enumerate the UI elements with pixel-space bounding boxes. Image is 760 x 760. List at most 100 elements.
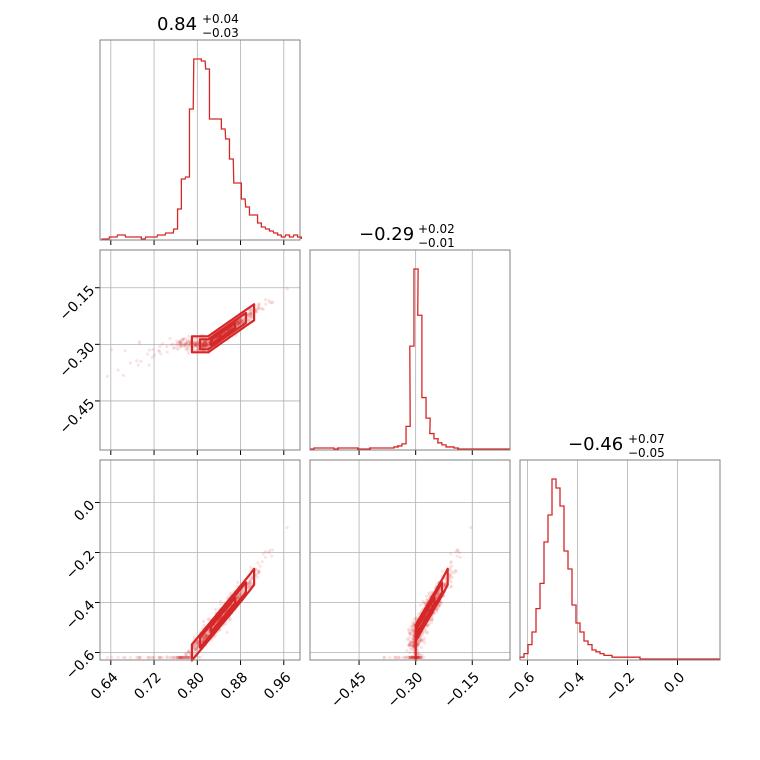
point-2-0 bbox=[270, 548, 275, 552]
point-2-0 bbox=[240, 589, 244, 594]
point-2-0 bbox=[257, 570, 261, 574]
point-2-1 bbox=[448, 578, 452, 582]
point-1-0 bbox=[239, 320, 244, 324]
point-1-0 bbox=[235, 322, 239, 326]
point-1-0 bbox=[203, 339, 207, 344]
point-2-0 bbox=[168, 655, 172, 660]
point-1-0 bbox=[186, 348, 190, 352]
point-2-0 bbox=[187, 655, 191, 660]
point-2-1 bbox=[416, 655, 420, 659]
point-2-0 bbox=[178, 655, 183, 660]
point-2-1 bbox=[415, 615, 419, 620]
point-2-1 bbox=[410, 654, 415, 659]
point-1-0 bbox=[205, 342, 210, 347]
point-2-1 bbox=[418, 655, 422, 660]
point-2-1 bbox=[410, 655, 414, 659]
point-2-0 bbox=[206, 631, 211, 635]
point-1-0 bbox=[180, 337, 185, 341]
point-1-0 bbox=[238, 318, 242, 322]
point-1-0 bbox=[240, 318, 244, 322]
point-2-1 bbox=[423, 641, 427, 645]
point-2-0 bbox=[206, 632, 210, 636]
point-2-0 bbox=[238, 592, 243, 596]
point-1-0 bbox=[257, 303, 261, 307]
point-2-0 bbox=[248, 578, 252, 582]
point-1-0 bbox=[157, 349, 162, 354]
point-2-0 bbox=[177, 655, 181, 660]
point-1-0 bbox=[159, 352, 163, 356]
point-2-0 bbox=[203, 636, 207, 640]
point-1-0 bbox=[195, 342, 200, 346]
point-2-0 bbox=[213, 607, 218, 612]
point-1-0 bbox=[184, 341, 188, 345]
contour-1-0-1 bbox=[198, 311, 247, 351]
contour-2-1-0 bbox=[414, 567, 449, 662]
point-2-0 bbox=[238, 593, 243, 597]
point-2-0 bbox=[257, 569, 261, 574]
point-2-0 bbox=[195, 646, 199, 651]
point-2-0 bbox=[183, 655, 187, 660]
point-2-1 bbox=[410, 643, 415, 647]
point-2-0 bbox=[160, 655, 165, 660]
title-minus-1: −0.01 bbox=[418, 236, 455, 250]
point-1-0 bbox=[258, 306, 262, 310]
point-2-1 bbox=[410, 655, 414, 659]
point-1-0 bbox=[157, 348, 161, 353]
ytick-label-2-0: −0.6 bbox=[63, 647, 98, 682]
point-1-0 bbox=[181, 337, 185, 341]
point-2-0 bbox=[257, 568, 261, 573]
point-2-0 bbox=[147, 655, 151, 660]
point-1-0 bbox=[150, 355, 154, 359]
point-1-0 bbox=[240, 319, 244, 323]
point-2-1 bbox=[411, 655, 415, 660]
point-1-0 bbox=[238, 321, 242, 325]
point-1-0 bbox=[194, 340, 198, 344]
point-2-0 bbox=[256, 575, 260, 579]
point-1-0 bbox=[250, 313, 254, 317]
point-2-1 bbox=[411, 622, 415, 626]
point-1-0 bbox=[200, 343, 205, 348]
point-2-0 bbox=[204, 633, 208, 637]
xtick-label-0-0: 0.64 bbox=[88, 669, 121, 702]
point-2-0 bbox=[137, 655, 142, 660]
point-1-0 bbox=[193, 343, 197, 347]
point-2-0 bbox=[193, 647, 197, 651]
point-1-0 bbox=[248, 308, 252, 312]
point-1-0 bbox=[236, 320, 240, 324]
point-2-0 bbox=[237, 594, 241, 598]
point-1-0 bbox=[165, 350, 169, 354]
point-1-0 bbox=[176, 341, 181, 345]
point-1-0 bbox=[135, 359, 139, 363]
point-1-0 bbox=[237, 322, 242, 327]
point-2-0 bbox=[165, 655, 169, 660]
point-2-1 bbox=[448, 573, 452, 578]
point-2-1 bbox=[411, 639, 415, 643]
point-1-0 bbox=[202, 342, 206, 346]
point-2-0 bbox=[185, 655, 190, 660]
point-2-1 bbox=[437, 605, 441, 609]
point-2-0 bbox=[180, 655, 185, 660]
point-2-1 bbox=[417, 655, 421, 660]
point-1-0 bbox=[195, 344, 199, 348]
point-2-1 bbox=[419, 645, 423, 650]
point-2-1 bbox=[436, 607, 440, 611]
point-1-0 bbox=[178, 339, 182, 343]
xtick-label-2-1: −0.4 bbox=[553, 669, 588, 704]
point-1-0 bbox=[194, 342, 198, 346]
point-1-0 bbox=[236, 323, 240, 327]
point-1-0 bbox=[180, 343, 184, 347]
xtick-label-2-0: −0.6 bbox=[503, 669, 538, 704]
point-1-0 bbox=[237, 321, 242, 325]
point-2-1 bbox=[419, 635, 423, 639]
ytick-label-2-3: 0.0 bbox=[71, 497, 98, 524]
point-1-0 bbox=[236, 322, 241, 326]
point-1-0 bbox=[202, 341, 207, 346]
point-2-0 bbox=[202, 636, 206, 640]
point-2-0 bbox=[219, 602, 223, 606]
point-1-0 bbox=[202, 343, 206, 347]
point-2-1 bbox=[406, 655, 411, 660]
ytick-label-2-1: −0.4 bbox=[63, 597, 98, 632]
point-1-0 bbox=[268, 300, 272, 304]
point-2-0 bbox=[174, 655, 178, 660]
point-2-0 bbox=[151, 655, 155, 660]
